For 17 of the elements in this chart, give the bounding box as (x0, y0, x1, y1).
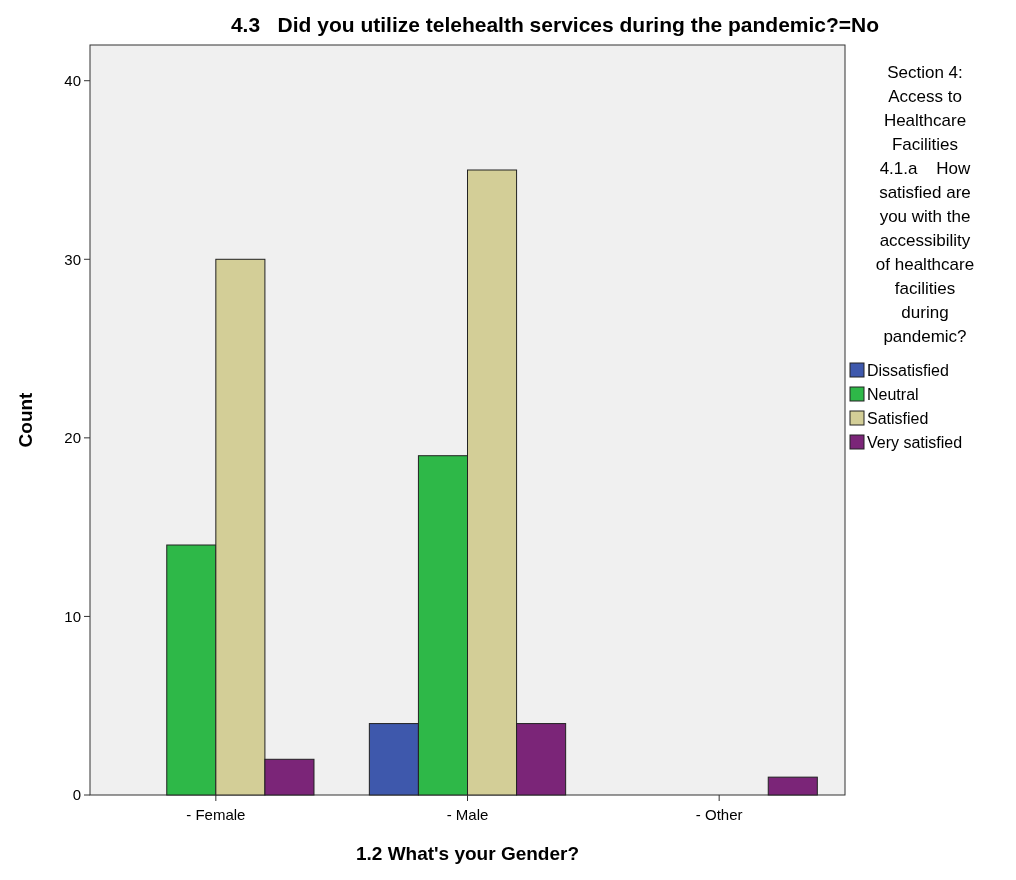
x-tick-label: - Male (446, 806, 489, 823)
legend-label: Very satisfied (867, 433, 963, 451)
y-axis-title: Count (15, 391, 36, 448)
y-tick-label: 20 (64, 429, 81, 447)
legend-label: Neutral (867, 385, 919, 403)
x-axis-title: 1.2 What's your Gender? (355, 843, 580, 864)
y-tick-label: 30 (64, 250, 81, 268)
y-tick-label: 0 (72, 786, 81, 804)
y-tick-label: 40 (64, 71, 81, 89)
x-tick-label: - Female (186, 806, 246, 823)
bar (767, 776, 818, 796)
legend-label: Satisfied (867, 409, 929, 427)
x-tick-label: - Other (695, 806, 743, 823)
chart-title: 4.3 Did you utilize telehealth services during the pandemic?=No (230, 13, 880, 36)
text: Section 4: Access to Healthcare Facilities 4.1.a How satisfied are you with the accessibility of healthcare facilities during pandemic? (875, 63, 975, 346)
legend-label: Dissatisfied (867, 361, 949, 379)
y-tick-label: 10 (64, 607, 81, 625)
